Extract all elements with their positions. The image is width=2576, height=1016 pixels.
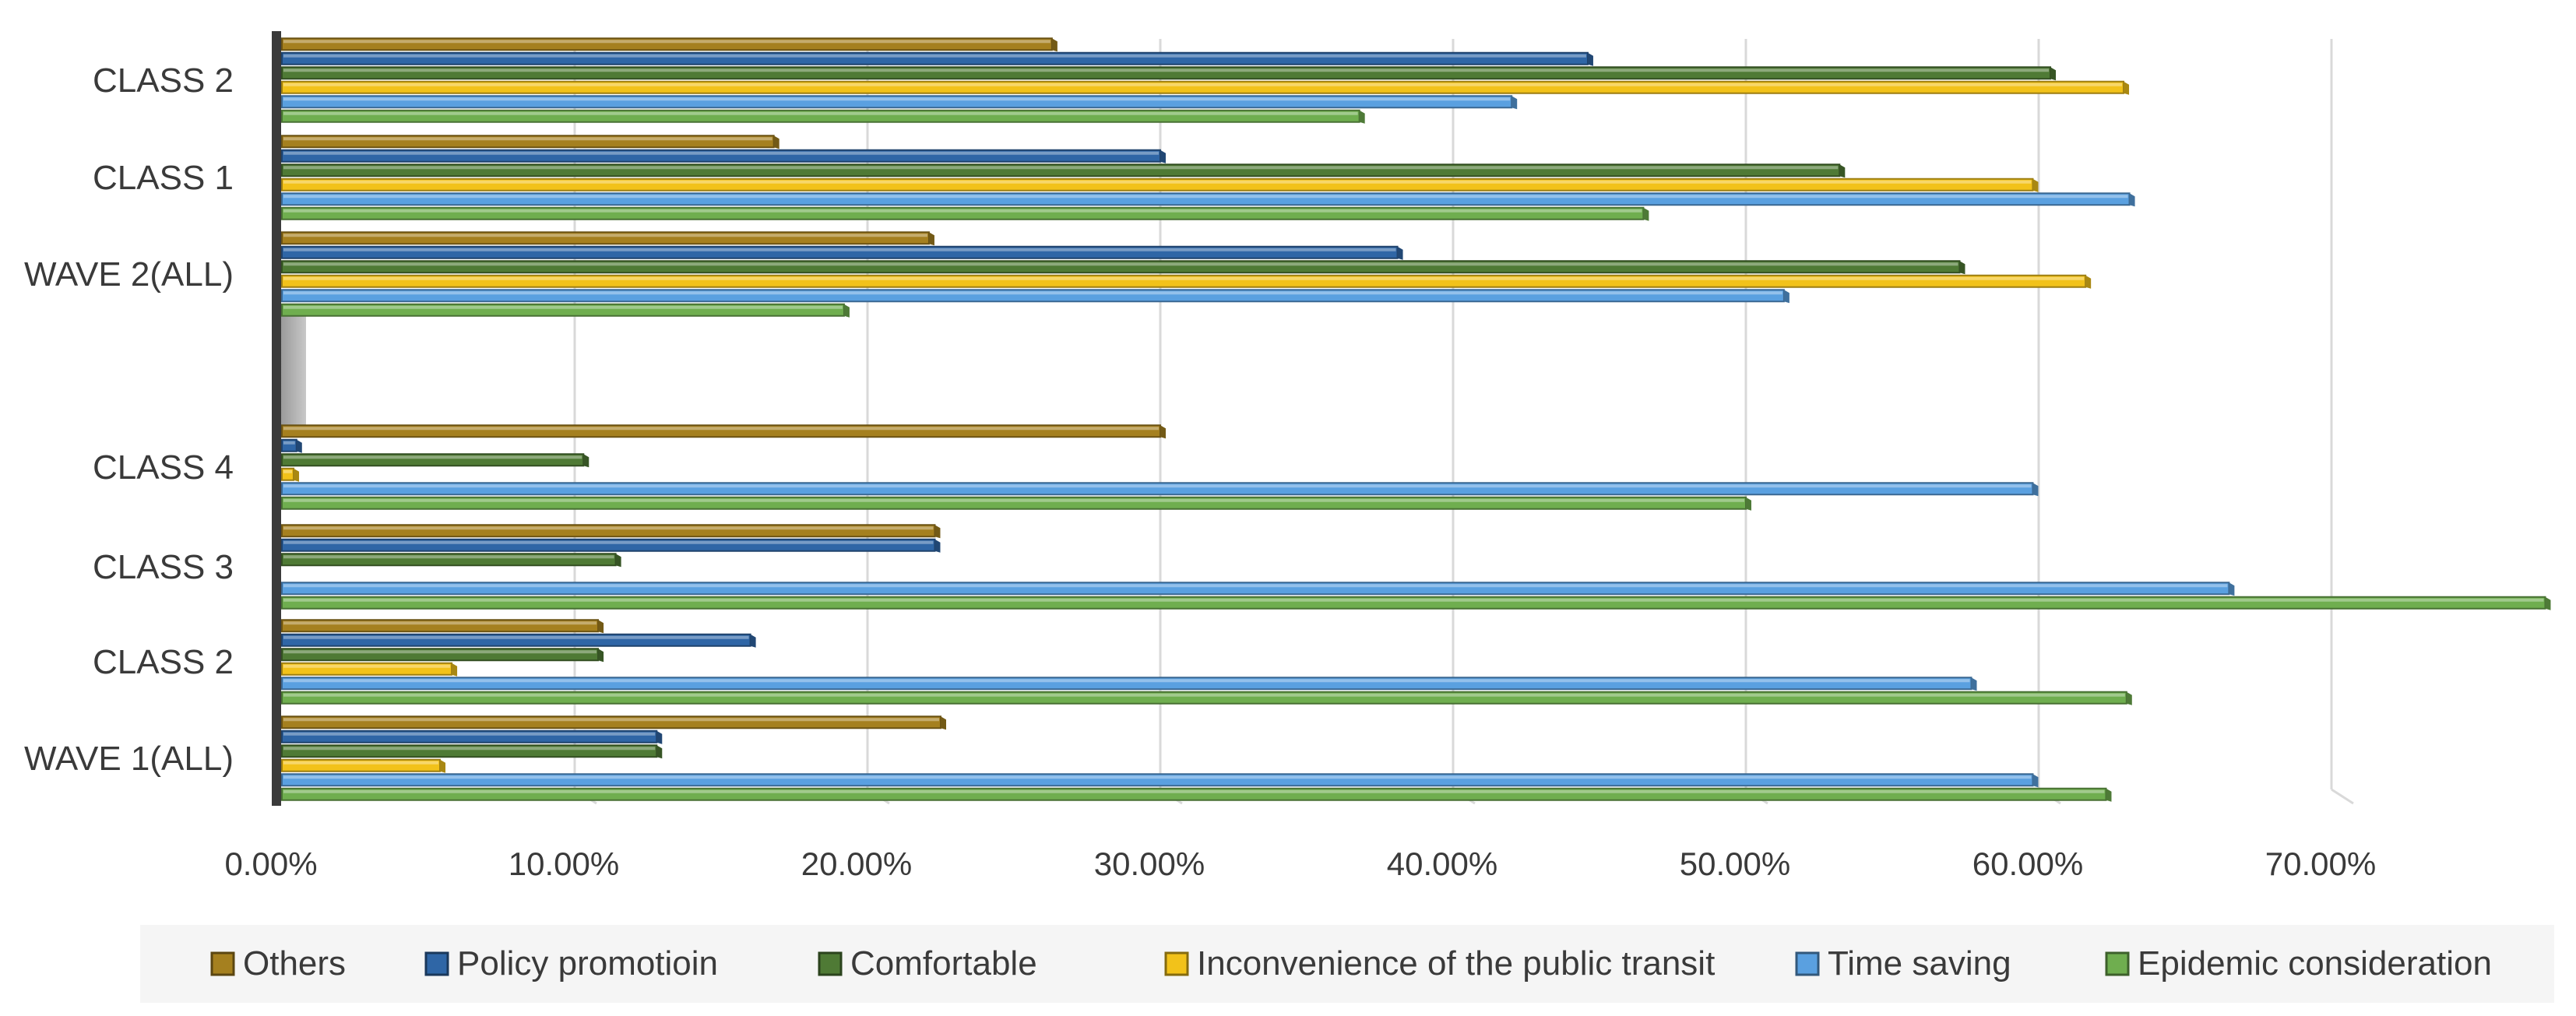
- bar-policy-promotioin-1: [281, 633, 756, 648]
- x-tick-label: 0.00%: [224, 845, 317, 882]
- x-tick-label: 10.00%: [509, 845, 619, 882]
- category-label: CLASS 1: [93, 159, 234, 197]
- bar-policy-promotioin-3: [281, 438, 302, 453]
- bar-inconvenience-of-the-public-transit-1: [281, 662, 458, 677]
- legend-item: Others: [210, 944, 346, 983]
- bar-comfortable-0: [281, 744, 663, 759]
- legend-swatch: [818, 951, 843, 976]
- category-labels: WAVE 1(ALL) CLASS 2 CLASS 3 CLASS 4 WAVE 2(A…: [24, 62, 234, 778]
- bar-time-saving-7: [281, 95, 1518, 110]
- category-label: WAVE 2(ALL): [24, 255, 234, 294]
- category-label: CLASS 2: [93, 643, 234, 681]
- bar-comfortable-2: [281, 553, 621, 568]
- bar-others-7: [281, 37, 1057, 52]
- bar-comfortable-6: [281, 163, 1846, 178]
- bar-epidemic-consideration-3: [281, 496, 1751, 511]
- bar-time-saving-1: [281, 677, 1977, 691]
- legend-swatch: [1795, 951, 1820, 976]
- bar-time-saving-2: [281, 582, 2235, 596]
- bar-policy-promotioin-5: [281, 245, 1403, 260]
- bar-inconvenience-of-the-public-transit-5: [281, 274, 2092, 289]
- bar-time-saving-5: [281, 289, 1789, 304]
- category-label: CLASS 4: [93, 448, 234, 487]
- bar-epidemic-consideration-1: [281, 691, 2132, 705]
- legend-item: Comfortable: [818, 944, 1037, 983]
- gridline-foot: [2331, 788, 2354, 805]
- bar-epidemic-consideration-0: [281, 787, 2112, 802]
- x-tick-label: 70.00%: [2265, 845, 2376, 882]
- category-label: CLASS 2: [93, 62, 234, 100]
- bar-comfortable-1: [281, 648, 604, 663]
- bar-inconvenience-of-the-public-transit-6: [281, 178, 2039, 192]
- legend-swatch: [210, 951, 235, 976]
- legend-swatch: [2105, 951, 2130, 976]
- bar-policy-promotioin-0: [281, 729, 663, 744]
- legend-item: Time saving: [1795, 944, 2011, 983]
- legend: Others Policy promotioin Comfortable Inconv…: [140, 925, 2554, 1003]
- legend-background: [140, 925, 2554, 1003]
- chart-wall: [272, 31, 306, 806]
- bar-epidemic-consideration-5: [281, 303, 850, 318]
- legend-label: Others: [243, 944, 346, 983]
- x-tick-label: 20.00%: [801, 845, 912, 882]
- bars: [281, 37, 2551, 802]
- legend-label: Policy promotioin: [457, 944, 718, 983]
- bar-others-2: [281, 524, 941, 539]
- bar-inconvenience-of-the-public-transit-3: [281, 467, 300, 482]
- bar-policy-promotioin-2: [281, 538, 941, 553]
- legend-swatch: [424, 951, 449, 976]
- bar-epidemic-consideration-2: [281, 596, 2551, 610]
- bar-time-saving-6: [281, 192, 2135, 207]
- bar-others-3: [281, 424, 1166, 439]
- bar-epidemic-consideration-6: [281, 206, 1649, 221]
- category-label: WAVE 1(ALL): [24, 740, 234, 778]
- legend-item: Policy promotioin: [424, 944, 718, 983]
- category-label: CLASS 3: [93, 548, 234, 586]
- legend-swatch: [1164, 951, 1189, 976]
- bar-others-0: [281, 715, 946, 730]
- bar-comfortable-5: [281, 260, 1965, 275]
- chart-wall-edge: [272, 31, 281, 806]
- legend-label: Comfortable: [850, 944, 1037, 983]
- legend-item: Epidemic consideration: [2105, 944, 2492, 983]
- legend-label: Time saving: [1828, 944, 2011, 983]
- chart-wall-gap: [281, 311, 306, 436]
- bar-comfortable-7: [281, 66, 2057, 81]
- x-tick-label: 60.00%: [1972, 845, 2083, 882]
- legend-item: Inconvenience of the public transit: [1164, 944, 1715, 983]
- bar-time-saving-3: [281, 482, 2039, 497]
- legend-label: Inconvenience of the public transit: [1197, 944, 1715, 983]
- bar-policy-promotioin-7: [281, 51, 1593, 66]
- bar-inconvenience-of-the-public-transit-0: [281, 758, 446, 773]
- bar-others-1: [281, 619, 604, 634]
- x-tick-label: 30.00%: [1094, 845, 1205, 882]
- bar-comfortable-3: [281, 453, 589, 468]
- x-tick-label: 50.00%: [1680, 845, 1790, 882]
- bar-epidemic-consideration-7: [281, 109, 1365, 124]
- x-axis-tick-labels: 0.00% 10.00% 20.00% 30.00% 40.00% 50.00% 60.00…: [224, 845, 2376, 882]
- bar-others-6: [281, 135, 779, 149]
- bar-inconvenience-of-the-public-transit-7: [281, 80, 2130, 95]
- bar-others-5: [281, 231, 934, 246]
- bar-policy-promotioin-6: [281, 149, 1166, 163]
- legend-label: Epidemic consideration: [2138, 944, 2492, 983]
- bar-time-saving-0: [281, 773, 2039, 788]
- x-tick-label: 40.00%: [1387, 845, 1497, 882]
